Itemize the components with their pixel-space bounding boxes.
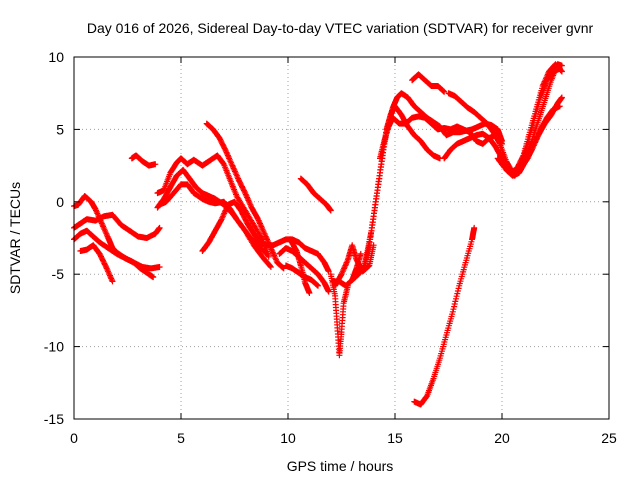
series-s21: [409, 71, 448, 95]
series-s13: [282, 262, 321, 289]
x-tick-label: 10: [280, 430, 296, 446]
y-tick-label: 5: [56, 121, 64, 137]
series-s18: [349, 103, 443, 283]
y-axis-label: SDTVAR / TECUs: [7, 182, 23, 294]
y-tick-label: 10: [48, 49, 64, 65]
plot-frame: [73, 56, 610, 420]
series-layer: [71, 61, 565, 408]
x-tick-label: 20: [494, 430, 510, 446]
x-tick-label: 15: [387, 430, 403, 446]
y-tick-label: -5: [52, 266, 65, 282]
series-s8: [156, 181, 274, 270]
y-tick-label: -15: [44, 411, 64, 427]
x-tick-labels: 0 5 10 15 20 25: [70, 430, 617, 446]
series-s6: [154, 152, 272, 260]
x-tick-label: 0: [70, 430, 78, 446]
series-s2: [71, 211, 163, 241]
chart-title: Day 016 of 2026, Sidereal Day-to-day VTE…: [87, 20, 594, 36]
series-s15: [327, 271, 351, 359]
series-s14: [297, 175, 334, 214]
series-s26: [503, 94, 565, 179]
series-s4: [77, 242, 116, 285]
x-tick-label: 25: [601, 430, 617, 446]
y-tick-labels: -15 -10 -5 0 5 10: [44, 49, 64, 427]
y-tick-label: -10: [44, 339, 64, 355]
series-s9: [203, 120, 287, 272]
grid: [74, 57, 609, 419]
y-tick-label: 0: [56, 194, 64, 210]
tick-marks: [73, 56, 610, 420]
x-axis-label: GPS time / hours: [287, 458, 394, 474]
series-s5: [128, 152, 159, 169]
series-s27: [411, 224, 478, 408]
x-tick-label: 5: [177, 430, 185, 446]
